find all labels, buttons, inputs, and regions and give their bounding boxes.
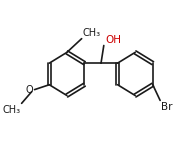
Text: O: O (26, 85, 34, 95)
Text: CH₃: CH₃ (2, 105, 21, 115)
Text: Br: Br (161, 102, 172, 112)
Text: OH: OH (106, 35, 122, 45)
Text: CH₃: CH₃ (83, 28, 101, 38)
